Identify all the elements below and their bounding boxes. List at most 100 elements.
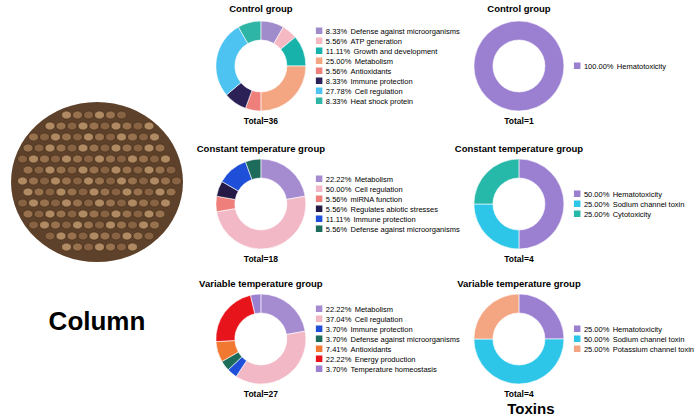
legend-label: Metabolism	[355, 57, 393, 66]
donut-panel: Control groupTotal=1100.00%Hematotoxicit…	[474, 3, 666, 126]
legend: 25.00%Hematotoxicity50.00%Sodium channel…	[574, 325, 694, 354]
coral-polyp	[34, 188, 44, 196]
coral-polyp	[84, 243, 94, 251]
legend-label: Cell regulation	[355, 185, 403, 194]
legend-label: Immune protection	[350, 325, 412, 334]
coral-polyp	[89, 188, 99, 196]
slice	[216, 341, 238, 362]
coral-polyp	[62, 221, 72, 229]
legend-value: 5.56%	[326, 205, 348, 214]
coral-polyp	[100, 188, 110, 196]
coral-polyp	[67, 232, 77, 240]
legend-label: Energy production	[355, 355, 416, 364]
legend-label: Immune protection	[354, 215, 416, 224]
coral-polyp	[40, 221, 50, 229]
coral-polyp	[155, 210, 165, 218]
canvas: Control groupTotal=368.33%Defense agains…	[0, 0, 700, 420]
coral-polyp	[29, 177, 39, 185]
coral-polyp	[150, 199, 160, 207]
slice	[261, 66, 306, 111]
slice	[474, 204, 519, 249]
coral-polyp	[56, 210, 66, 218]
coral-polyp	[161, 155, 171, 163]
legend-swatch	[316, 326, 323, 333]
figure: Control groupTotal=368.33%Defense agains…	[0, 0, 700, 420]
coral-polyp	[161, 199, 171, 207]
legend-label: Hematotoxicity	[613, 325, 662, 334]
coral-polyp	[106, 133, 116, 141]
coral-polyp	[122, 166, 132, 174]
coral-polyp	[73, 155, 83, 163]
coral-polyp	[117, 155, 127, 163]
coral-polyp	[45, 122, 55, 130]
coral-polyp	[62, 177, 72, 185]
legend-swatch	[316, 88, 323, 95]
coral-polyp	[84, 177, 94, 185]
slices	[474, 21, 564, 111]
coral-polyp	[111, 166, 121, 174]
coral-polyp	[117, 133, 127, 141]
coral-polyp	[40, 155, 50, 163]
coral-polyp	[51, 155, 61, 163]
coral-polyp	[67, 166, 77, 174]
coral-polyp	[117, 243, 127, 251]
coral-polyp	[166, 188, 176, 196]
coral-polyp	[106, 111, 116, 119]
coral-polyp	[23, 144, 33, 152]
legend-label: Temperature homeostasis	[350, 365, 437, 374]
panel-total: Total=18	[244, 254, 278, 264]
coral-polyp	[56, 188, 66, 196]
coral-polyp	[95, 243, 105, 251]
coral-polyp	[150, 155, 160, 163]
coral-polyp	[45, 166, 55, 174]
slice	[261, 294, 305, 334]
legend-swatch	[316, 176, 323, 183]
legend-value: 8.33%	[326, 27, 348, 36]
coral-polyp	[67, 144, 77, 152]
slice	[261, 159, 305, 199]
legend-value: 5.56%	[326, 195, 348, 204]
coral-polyp	[67, 188, 77, 196]
coral-polyp	[128, 199, 138, 207]
coral-polyp	[106, 199, 116, 207]
legend-swatch	[574, 63, 581, 70]
legend-label: Sodium channel toxin	[613, 335, 685, 344]
coral-polyp	[133, 122, 143, 130]
legend-swatch	[316, 206, 323, 213]
coral-polyp	[128, 177, 138, 185]
legend-label: ATP generation	[350, 37, 401, 46]
coral-polyp	[78, 188, 88, 196]
coral-polyp	[34, 144, 44, 152]
legend-swatch	[574, 191, 581, 198]
coral-polyp	[166, 166, 176, 174]
legend-value: 25.00%	[584, 200, 610, 209]
legend-value: 5.56%	[326, 37, 348, 46]
coral-polyp	[133, 166, 143, 174]
coral-polyp	[117, 111, 127, 119]
coral-polyp	[139, 199, 149, 207]
panel-title: Constant temperature group	[455, 143, 583, 154]
coral-polyp	[139, 155, 149, 163]
coral-polyp	[95, 155, 105, 163]
coral-polyp	[23, 188, 33, 196]
coral-polyp	[155, 166, 165, 174]
slice	[474, 294, 519, 339]
legend: 100.00%Hematotoxicity	[574, 62, 666, 71]
panel-title: Control group	[229, 3, 293, 14]
coral-polyp	[84, 155, 94, 163]
coral-polyp	[73, 177, 83, 185]
coral-polyp	[122, 188, 132, 196]
legend-value: 27.78%	[326, 87, 352, 96]
coral-polyp	[150, 177, 160, 185]
coral-polyp	[51, 133, 61, 141]
legend-value: 3.70%	[326, 365, 348, 374]
coral-polyp	[29, 133, 39, 141]
slices	[474, 159, 564, 249]
legend: 8.33%Defense against microorganisms5.56%…	[316, 27, 460, 106]
coral-polyp	[111, 232, 121, 240]
legend-label: Regulates abiotic stresses	[350, 205, 438, 214]
legend-value: 22.22%	[326, 355, 352, 364]
coral-polyp	[40, 199, 50, 207]
coral-polyp	[122, 122, 132, 130]
legend-swatch	[574, 211, 581, 218]
